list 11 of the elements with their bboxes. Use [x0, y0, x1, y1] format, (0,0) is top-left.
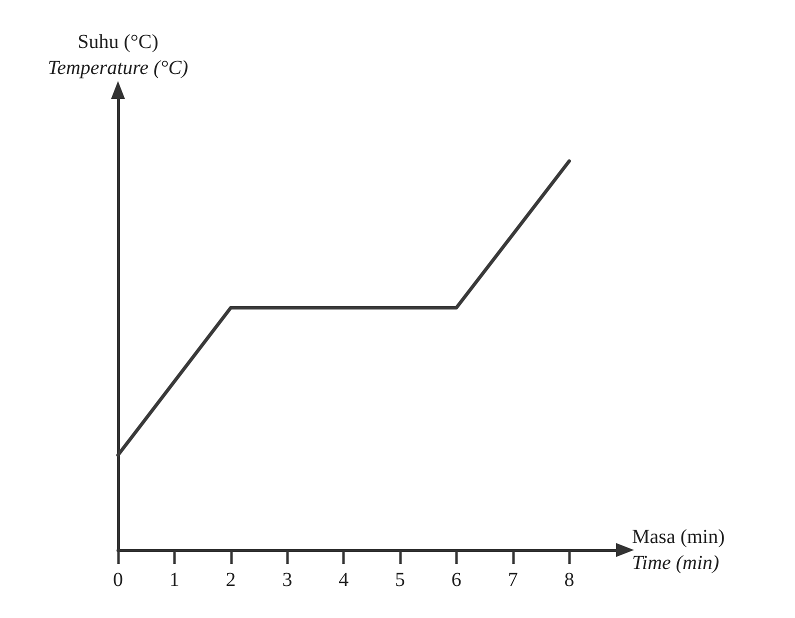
- x-tick-label: 7: [508, 569, 518, 591]
- x-tick-label: 6: [451, 569, 462, 591]
- x-tick-label: 4: [338, 569, 349, 591]
- x-tick-label: 8: [564, 569, 574, 591]
- x-tick-label: 2: [226, 569, 236, 591]
- x-tick-label: 3: [282, 569, 292, 591]
- x-tick-label: 1: [169, 569, 180, 591]
- x-axis-title: Masa (min) Time (min): [632, 526, 725, 574]
- x-tick-label: 0: [113, 569, 123, 591]
- y-axis-title: Suhu (°C) Temperature (°C): [48, 31, 189, 79]
- x-tick-label: 5: [395, 569, 406, 591]
